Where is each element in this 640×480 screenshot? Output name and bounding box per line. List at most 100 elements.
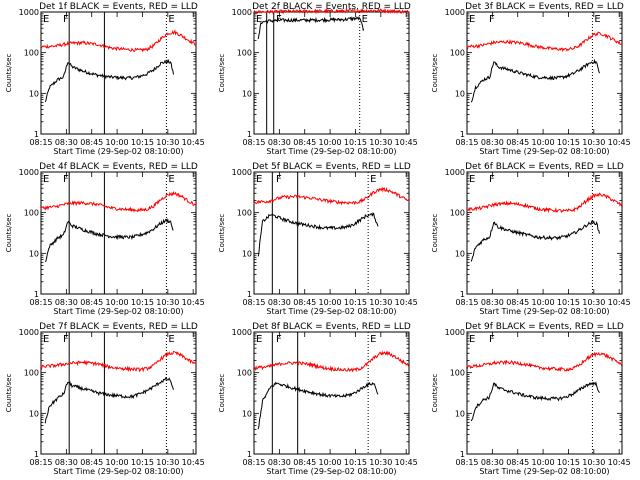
x-tick-label: 10:00 <box>532 298 555 307</box>
x-tick-label: 10:45 <box>608 138 631 147</box>
panel-title: Det 8f BLACK = Events, RED = LLD <box>252 322 411 332</box>
y-tick-label: 10 <box>29 89 39 98</box>
y-tick-label: 1 <box>34 290 39 299</box>
panel-det-1: Det 1f BLACK = Events, RED = LLD 1 10 100 10… <box>5 2 205 156</box>
series-events-line <box>470 220 600 262</box>
marker-label: F <box>276 334 282 345</box>
y-axis-label: Counts/sec <box>5 374 13 413</box>
panel-title: Det 6f BLACK = Events, RED = LLD <box>465 162 624 172</box>
marker-label: F <box>63 14 69 25</box>
x-tick-label: 10:15 <box>131 138 154 147</box>
marker-label: E <box>43 14 49 25</box>
panel-title: Det 2f BLACK = Events, RED = LLD <box>252 2 411 12</box>
series-events-line <box>257 212 379 257</box>
panel-det-9: Det 9f BLACK = Events, RED = LLD 1 10 100 10… <box>431 322 631 476</box>
x-tick-label: 08:45 <box>506 298 529 307</box>
x-tick-label: 08:15 <box>455 458 478 467</box>
y-tick-label: 1000 <box>445 328 465 337</box>
y-tick-label: 100 <box>237 49 252 58</box>
y-tick-label: 100 <box>450 49 465 58</box>
series-lld-line <box>466 192 623 214</box>
x-tick-label: 10:30 <box>156 138 179 147</box>
x-tick-label: 08:45 <box>293 458 316 467</box>
y-axis-label: Counts/sec <box>5 54 13 93</box>
x-tick-label: 10:30 <box>582 138 605 147</box>
panel-title: Det 4f BLACK = Events, RED = LLD <box>39 162 198 172</box>
x-tick-label: 08:15 <box>242 138 265 147</box>
x-tick-label: 10:15 <box>557 458 580 467</box>
series-events-line <box>44 377 174 424</box>
y-axis-label: Counts/sec <box>431 214 439 253</box>
panel-title: Det 5f BLACK = Events, RED = LLD <box>252 162 411 172</box>
marker-label: E <box>469 174 475 185</box>
y-axis-label: Counts/sec <box>218 214 226 253</box>
plot-frame <box>40 331 197 455</box>
y-tick-label: 10 <box>29 249 39 258</box>
x-tick-label: 08:30 <box>481 298 504 307</box>
marker-label: E <box>168 334 174 345</box>
x-tick-label: 08:15 <box>29 298 52 307</box>
x-tick-label: 10:30 <box>582 298 605 307</box>
x-tick-label: 10:15 <box>131 298 154 307</box>
y-tick-label: 10 <box>242 249 252 258</box>
series-lld-line <box>40 350 197 373</box>
panel-det-7: Det 7f BLACK = Events, RED = LLD 1 10 100 10… <box>5 322 205 476</box>
x-tick-label: 10:00 <box>532 138 555 147</box>
x-tick-label: 08:15 <box>29 138 52 147</box>
y-tick-label: 1 <box>460 290 465 299</box>
marker-label: F <box>276 174 282 185</box>
y-axis-label: Counts/sec <box>5 214 13 253</box>
x-tick-label: 10:30 <box>582 458 605 467</box>
y-tick-label: 1 <box>34 130 39 139</box>
x-tick-label: 08:15 <box>242 458 265 467</box>
x-tick-label: 10:15 <box>344 458 367 467</box>
marker-label: E <box>43 174 49 185</box>
x-axis-label: Start Time (29-Sep-02 08:10:00) <box>53 467 183 476</box>
x-axis-label: Start Time (29-Sep-02 08:10:00) <box>479 307 609 316</box>
y-tick-label: 10 <box>455 249 465 258</box>
x-axis-label: Start Time (29-Sep-02 08:10:00) <box>53 147 183 156</box>
y-tick-label: 100 <box>24 369 39 378</box>
y-tick-label: 1 <box>247 290 252 299</box>
x-axis-label: Start Time (29-Sep-02 08:10:00) <box>266 147 396 156</box>
series-lld-line <box>253 7 410 15</box>
marker-label: F <box>489 174 495 185</box>
x-tick-label: 10:45 <box>182 138 205 147</box>
panel-det-3: Det 3f BLACK = Events, RED = LLD 1 10 100 10… <box>431 2 631 156</box>
x-tick-label: 08:45 <box>293 298 316 307</box>
series-events-line <box>257 381 379 430</box>
series-lld-line <box>466 31 623 53</box>
x-tick-label: 10:15 <box>344 298 367 307</box>
x-tick-label: 10:00 <box>319 458 342 467</box>
x-tick-label: 10:30 <box>369 458 392 467</box>
x-tick-label: 08:30 <box>268 138 291 147</box>
marker-label: E <box>256 14 262 25</box>
x-tick-label: 10:15 <box>131 458 154 467</box>
plot-frame <box>466 11 623 135</box>
x-tick-label: 10:15 <box>557 138 580 147</box>
x-tick-label: 08:45 <box>80 138 103 147</box>
marker-label: E <box>594 334 600 345</box>
x-tick-label: 08:30 <box>55 138 78 147</box>
x-tick-label: 08:15 <box>455 298 478 307</box>
series-lld-line <box>40 29 197 53</box>
y-axis-label: Counts/sec <box>431 374 439 413</box>
series-events-line <box>470 381 600 422</box>
marker-label: E <box>594 14 600 25</box>
x-tick-label: 10:45 <box>395 458 418 467</box>
plot-frame <box>253 171 410 295</box>
x-tick-label: 10:45 <box>182 458 205 467</box>
x-tick-label: 10:45 <box>608 458 631 467</box>
x-axis-label: Start Time (29-Sep-02 08:10:00) <box>266 467 396 476</box>
x-tick-label: 08:30 <box>55 458 78 467</box>
y-tick-label: 1000 <box>232 8 252 17</box>
series-lld-line <box>40 190 197 213</box>
y-tick-label: 1 <box>460 450 465 459</box>
x-tick-label: 08:30 <box>268 458 291 467</box>
x-tick-label: 08:30 <box>268 298 291 307</box>
x-tick-label: 08:45 <box>80 298 103 307</box>
y-tick-label: 100 <box>450 209 465 218</box>
panel-det-8: Det 8f BLACK = Events, RED = LLD 1 10 100 10… <box>218 322 418 476</box>
x-axis-label: Start Time (29-Sep-02 08:10:00) <box>53 307 183 316</box>
